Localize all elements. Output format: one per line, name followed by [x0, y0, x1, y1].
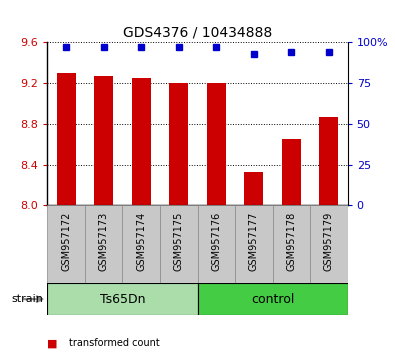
Text: GSM957179: GSM957179: [324, 212, 334, 271]
Bar: [207, 83, 226, 205]
Text: GSM957177: GSM957177: [249, 212, 259, 271]
Text: GSM957172: GSM957172: [61, 212, 71, 271]
FancyBboxPatch shape: [235, 205, 273, 283]
Bar: [169, 83, 188, 205]
FancyBboxPatch shape: [160, 205, 198, 283]
FancyBboxPatch shape: [273, 205, 310, 283]
FancyBboxPatch shape: [85, 205, 122, 283]
FancyBboxPatch shape: [47, 283, 198, 315]
Text: strain: strain: [11, 294, 43, 304]
Text: transformed count: transformed count: [69, 338, 160, 348]
Bar: [320, 117, 338, 205]
Bar: [57, 73, 75, 205]
Text: GSM957175: GSM957175: [174, 212, 184, 271]
Text: GSM957176: GSM957176: [211, 212, 221, 271]
FancyBboxPatch shape: [310, 205, 348, 283]
Text: GSM957173: GSM957173: [99, 212, 109, 271]
FancyBboxPatch shape: [198, 283, 348, 315]
Text: ■: ■: [47, 338, 58, 348]
Text: GSM957174: GSM957174: [136, 212, 146, 271]
Bar: [245, 172, 263, 205]
Title: GDS4376 / 10434888: GDS4376 / 10434888: [123, 26, 272, 40]
Bar: [282, 139, 301, 205]
Text: Ts65Dn: Ts65Dn: [100, 293, 145, 306]
Text: control: control: [251, 293, 294, 306]
Bar: [132, 78, 150, 205]
FancyBboxPatch shape: [122, 205, 160, 283]
Bar: [94, 76, 113, 205]
Text: GSM957178: GSM957178: [286, 212, 296, 271]
FancyBboxPatch shape: [198, 205, 235, 283]
FancyBboxPatch shape: [47, 205, 85, 283]
